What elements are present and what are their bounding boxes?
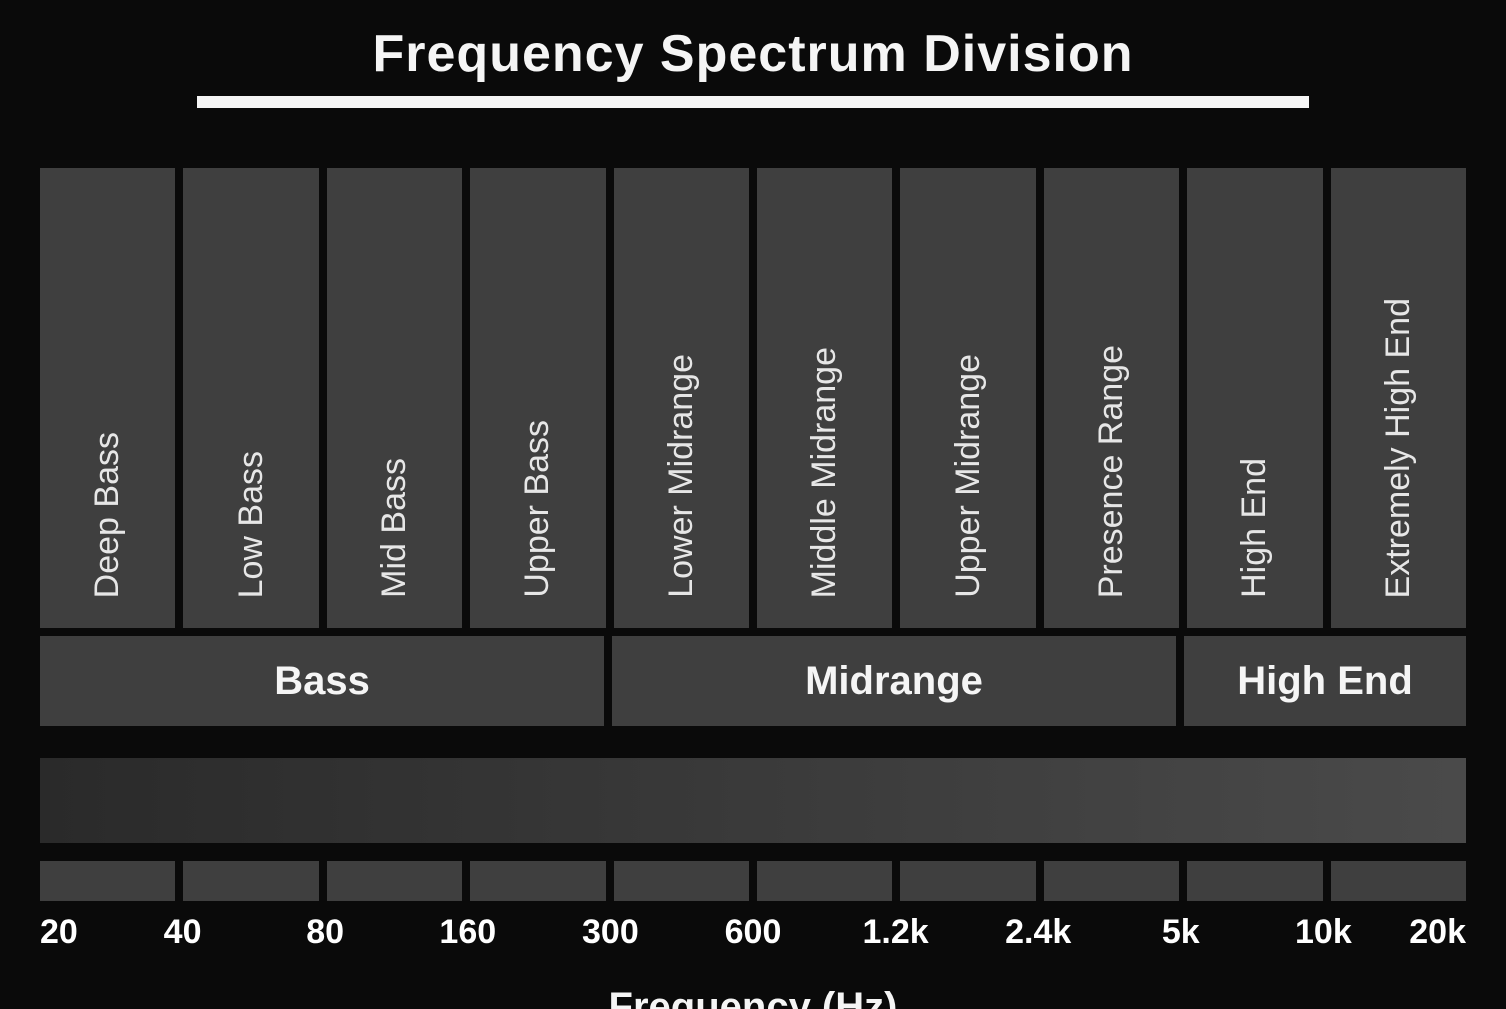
- segment-row: [40, 861, 1466, 901]
- group-cell: Bass: [40, 636, 604, 726]
- tick-label: 5k: [1162, 913, 1200, 952]
- subband-label: Mid Bass: [375, 458, 414, 598]
- tick-label: 20k: [1409, 913, 1466, 952]
- subband-label: Low Bass: [232, 451, 271, 598]
- subband-cell: Deep Bass: [40, 168, 175, 628]
- tick-label: 300: [582, 913, 639, 952]
- subband-cell: High End: [1187, 168, 1322, 628]
- subband-label: Upper Bass: [518, 420, 557, 598]
- subband-label: Deep Bass: [88, 432, 127, 598]
- subband-cell: Middle Midrange: [757, 168, 892, 628]
- subband-cell: Extremely High End: [1331, 168, 1466, 628]
- tick-label: 2.4k: [1005, 913, 1071, 952]
- tick-label: 600: [725, 913, 782, 952]
- segment-cell: [327, 861, 462, 901]
- title-block: Frequency Spectrum Division: [40, 24, 1466, 108]
- subband-cell: Presence Range: [1044, 168, 1179, 628]
- page-title: Frequency Spectrum Division: [373, 24, 1134, 92]
- group-label: Midrange: [805, 659, 983, 704]
- subband-cell: Upper Midrange: [900, 168, 1035, 628]
- tick-label: 1.2k: [863, 913, 929, 952]
- group-cell: Midrange: [612, 636, 1176, 726]
- group-cell: High End: [1184, 636, 1466, 726]
- tick-label: 20: [40, 913, 78, 952]
- group-row: Bass Midrange High End: [40, 636, 1466, 726]
- subband-cell: Low Bass: [183, 168, 318, 628]
- subband-cell: Lower Midrange: [614, 168, 749, 628]
- segment-cell: [183, 861, 318, 901]
- group-label: High End: [1237, 659, 1413, 704]
- segment-cell: [1187, 861, 1322, 901]
- subband-row: Deep Bass Low Bass Mid Bass Upper Bass Lower…: [40, 168, 1466, 628]
- segment-cell: [470, 861, 605, 901]
- ticks-row: 20 40 80 160 300 600 1.2k 2.4k 5k 10k 20k: [40, 907, 1466, 957]
- group-label: Bass: [274, 659, 370, 704]
- segment-cell: [900, 861, 1035, 901]
- segment-cell: [1044, 861, 1179, 901]
- subband-label: Lower Midrange: [662, 354, 701, 598]
- subband-label: Extremely High End: [1379, 298, 1418, 598]
- subband-label: High End: [1235, 458, 1274, 598]
- segment-cell: [757, 861, 892, 901]
- tick-label: 160: [439, 913, 496, 952]
- tick-label: 40: [164, 913, 202, 952]
- subband-cell: Mid Bass: [327, 168, 462, 628]
- subband-label: Upper Midrange: [949, 354, 988, 598]
- frequency-spectrum-page: Frequency Spectrum Division Deep Bass Low…: [0, 0, 1506, 1009]
- gradient-strip: [40, 758, 1466, 843]
- title-underline: [197, 96, 1309, 108]
- subband-label: Presence Range: [1092, 345, 1131, 598]
- tick-label: 80: [306, 913, 344, 952]
- segment-cell: [40, 861, 175, 901]
- subband-label: Middle Midrange: [805, 347, 844, 598]
- xaxis-title: Frequency (Hz): [40, 985, 1466, 1009]
- spectrum-chart: Deep Bass Low Bass Mid Bass Upper Bass Lower…: [40, 168, 1466, 1009]
- subband-cell: Upper Bass: [470, 168, 605, 628]
- tick-label: 10k: [1295, 913, 1352, 952]
- segment-cell: [614, 861, 749, 901]
- segment-cell: [1331, 861, 1466, 901]
